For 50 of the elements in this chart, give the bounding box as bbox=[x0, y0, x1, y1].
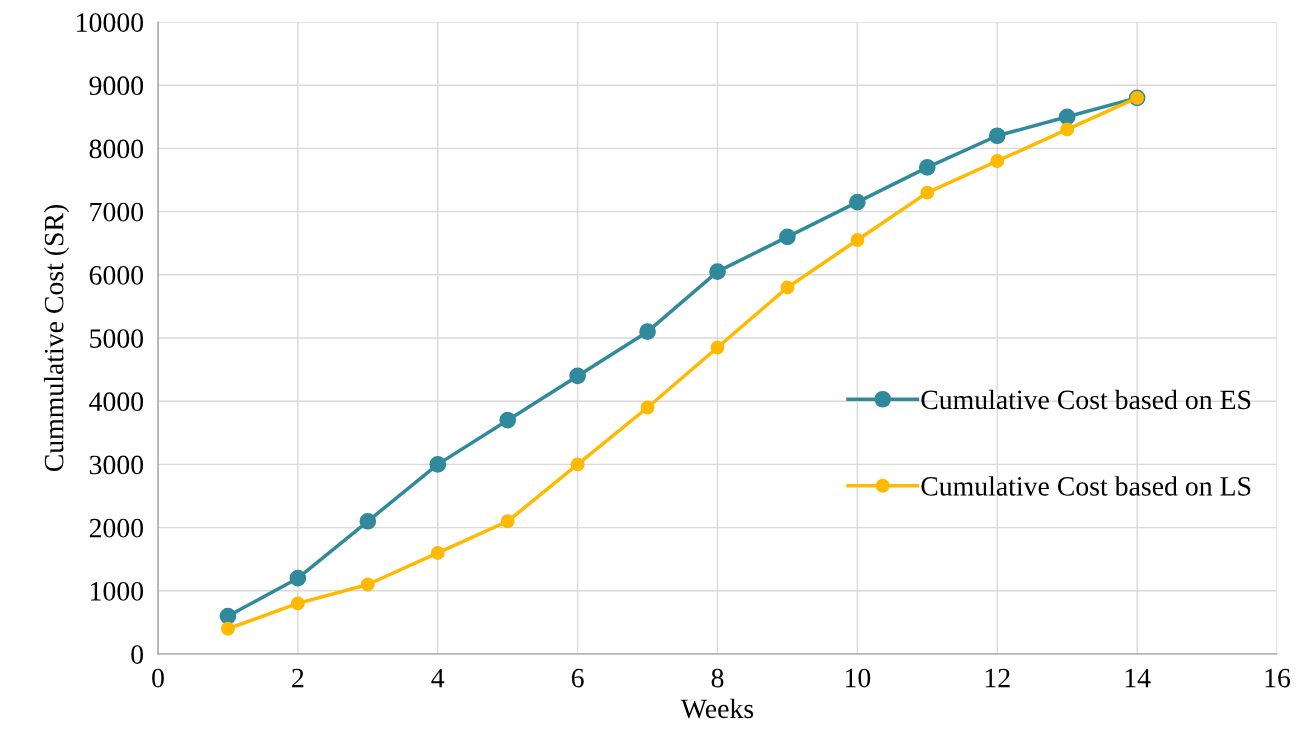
y-tick-label: 1000 bbox=[91, 581, 144, 601]
point bbox=[570, 457, 585, 472]
point bbox=[780, 280, 795, 295]
point bbox=[359, 512, 377, 530]
x-tick-label: 14 bbox=[1125, 668, 1151, 688]
point bbox=[289, 569, 307, 587]
point bbox=[920, 185, 935, 200]
point bbox=[290, 596, 305, 611]
point bbox=[779, 228, 796, 246]
y-tick-label: 7000 bbox=[90, 202, 144, 222]
point bbox=[709, 263, 726, 280]
point bbox=[219, 607, 237, 625]
point bbox=[1060, 122, 1075, 137]
point bbox=[988, 127, 1006, 145]
x-tick-label: 16 bbox=[1265, 668, 1291, 688]
x-tick-label: 12 bbox=[985, 668, 1010, 688]
y-tick-label: 6000 bbox=[89, 265, 144, 285]
point bbox=[1058, 108, 1076, 126]
point bbox=[430, 545, 445, 560]
point bbox=[710, 340, 725, 355]
x-tick-label: 10 bbox=[845, 668, 871, 688]
y-axis-title: Cummulative Cost (SR) bbox=[43, 204, 70, 472]
y-tick-label: 3000 bbox=[89, 455, 144, 475]
y-tick-label: 5000 bbox=[90, 329, 144, 348]
x-tick-label: 2 bbox=[292, 668, 304, 688]
legend-label: Cumulative Cost based on LS bbox=[921, 476, 1251, 496]
y-tick-label: 8000 bbox=[89, 139, 144, 159]
y-tick-label: 9000 bbox=[89, 76, 144, 96]
point bbox=[499, 411, 517, 429]
point bbox=[500, 514, 515, 529]
y-tick-label: 2000 bbox=[89, 518, 144, 538]
legend-label: Cumulative Cost based on ES bbox=[921, 389, 1251, 410]
point bbox=[569, 367, 586, 385]
point bbox=[850, 233, 865, 247]
point bbox=[220, 621, 235, 636]
point bbox=[639, 323, 656, 341]
y-tick-label: 10000 bbox=[77, 13, 144, 32]
y-tick-label: 0 bbox=[131, 645, 144, 664]
point bbox=[990, 154, 1005, 168]
point bbox=[849, 193, 866, 211]
x-tick-label: 4 bbox=[431, 668, 445, 688]
point bbox=[640, 400, 655, 415]
x-tick-label: 6 bbox=[571, 668, 584, 688]
point bbox=[429, 456, 447, 473]
point bbox=[918, 159, 936, 176]
x-tick-label: 0 bbox=[152, 668, 164, 688]
x-tick-label: 8 bbox=[711, 668, 724, 688]
y-tick-label: 4000 bbox=[89, 392, 144, 412]
point bbox=[360, 577, 375, 592]
x-axis-title: Weeks bbox=[680, 698, 754, 719]
